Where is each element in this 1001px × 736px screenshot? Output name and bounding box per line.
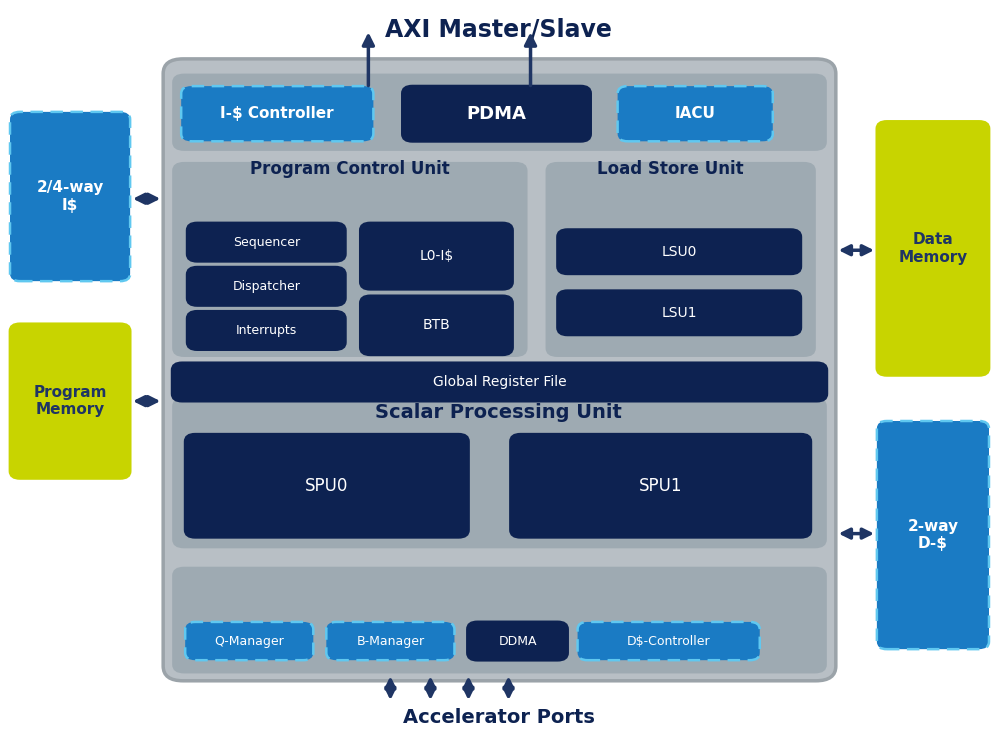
Text: Program
Memory: Program Memory [33,385,107,417]
Text: B-Manager: B-Manager [356,634,424,648]
Text: D$-Controller: D$-Controller [627,634,711,648]
Text: Q-Manager: Q-Manager [214,634,284,648]
Text: Data
Memory: Data Memory [898,232,968,265]
FancyBboxPatch shape [877,421,989,649]
FancyBboxPatch shape [163,59,836,681]
Text: L0-I$: L0-I$ [419,249,453,263]
Text: PDMA: PDMA [466,105,527,123]
FancyBboxPatch shape [402,86,591,141]
FancyBboxPatch shape [172,162,528,357]
Text: Sequencer: Sequencer [232,236,300,249]
FancyBboxPatch shape [578,622,760,660]
Text: DDMA: DDMA [498,634,537,648]
Text: LSU1: LSU1 [662,305,697,320]
FancyBboxPatch shape [618,86,773,141]
Text: I-$ Controller: I-$ Controller [220,106,334,121]
Text: Global Register File: Global Register File [432,375,567,389]
FancyBboxPatch shape [181,86,373,141]
FancyBboxPatch shape [877,121,989,375]
FancyBboxPatch shape [326,622,454,660]
FancyBboxPatch shape [172,74,827,151]
Text: Scalar Processing Unit: Scalar Processing Unit [375,403,622,422]
Text: SPU1: SPU1 [639,477,683,495]
FancyBboxPatch shape [360,223,513,289]
Text: Dispatcher: Dispatcher [232,280,300,293]
FancyBboxPatch shape [185,434,468,537]
FancyBboxPatch shape [187,267,345,305]
FancyBboxPatch shape [187,311,345,350]
FancyBboxPatch shape [511,434,811,537]
FancyBboxPatch shape [10,324,130,478]
FancyBboxPatch shape [172,567,827,673]
FancyBboxPatch shape [10,112,130,281]
Text: Interrupts: Interrupts [235,324,297,337]
Text: AXI Master/Slave: AXI Master/Slave [385,18,612,41]
Text: Load Store Unit: Load Store Unit [598,160,744,178]
Text: LSU0: LSU0 [662,244,697,259]
FancyBboxPatch shape [467,622,568,660]
Text: 2-way
D-$: 2-way D-$ [907,519,959,551]
Text: Accelerator Ports: Accelerator Ports [402,708,595,727]
Text: SPU0: SPU0 [305,477,348,495]
FancyBboxPatch shape [546,162,816,357]
Text: Program Control Unit: Program Control Unit [250,160,450,178]
Text: 2/4-way
I$: 2/4-way I$ [36,180,104,213]
FancyBboxPatch shape [558,291,801,335]
Text: BTB: BTB [422,318,450,333]
Text: IACU: IACU [675,106,716,121]
FancyBboxPatch shape [172,363,827,401]
FancyBboxPatch shape [172,397,827,548]
FancyBboxPatch shape [360,296,513,355]
FancyBboxPatch shape [558,230,801,274]
FancyBboxPatch shape [187,223,345,261]
FancyBboxPatch shape [185,622,313,660]
